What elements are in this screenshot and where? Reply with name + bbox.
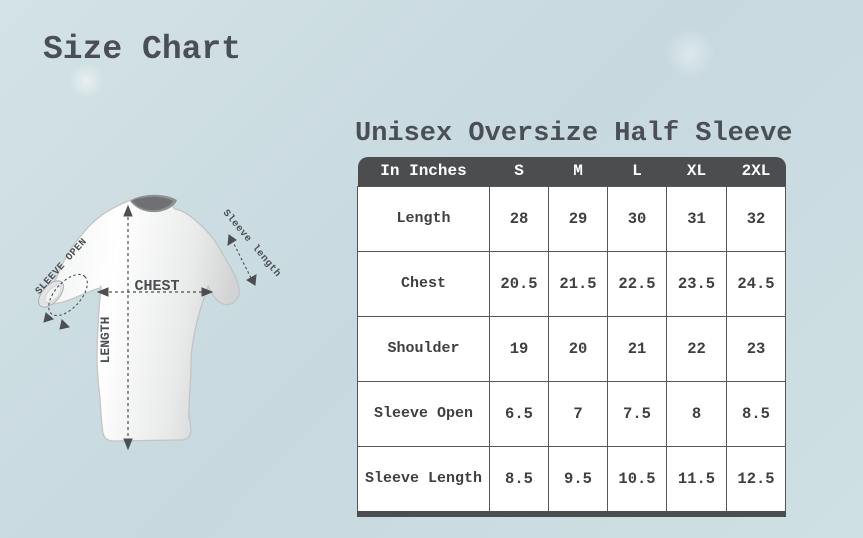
svg-text:LENGTH: LENGTH <box>98 317 113 364</box>
svg-text:CHEST: CHEST <box>134 278 179 295</box>
